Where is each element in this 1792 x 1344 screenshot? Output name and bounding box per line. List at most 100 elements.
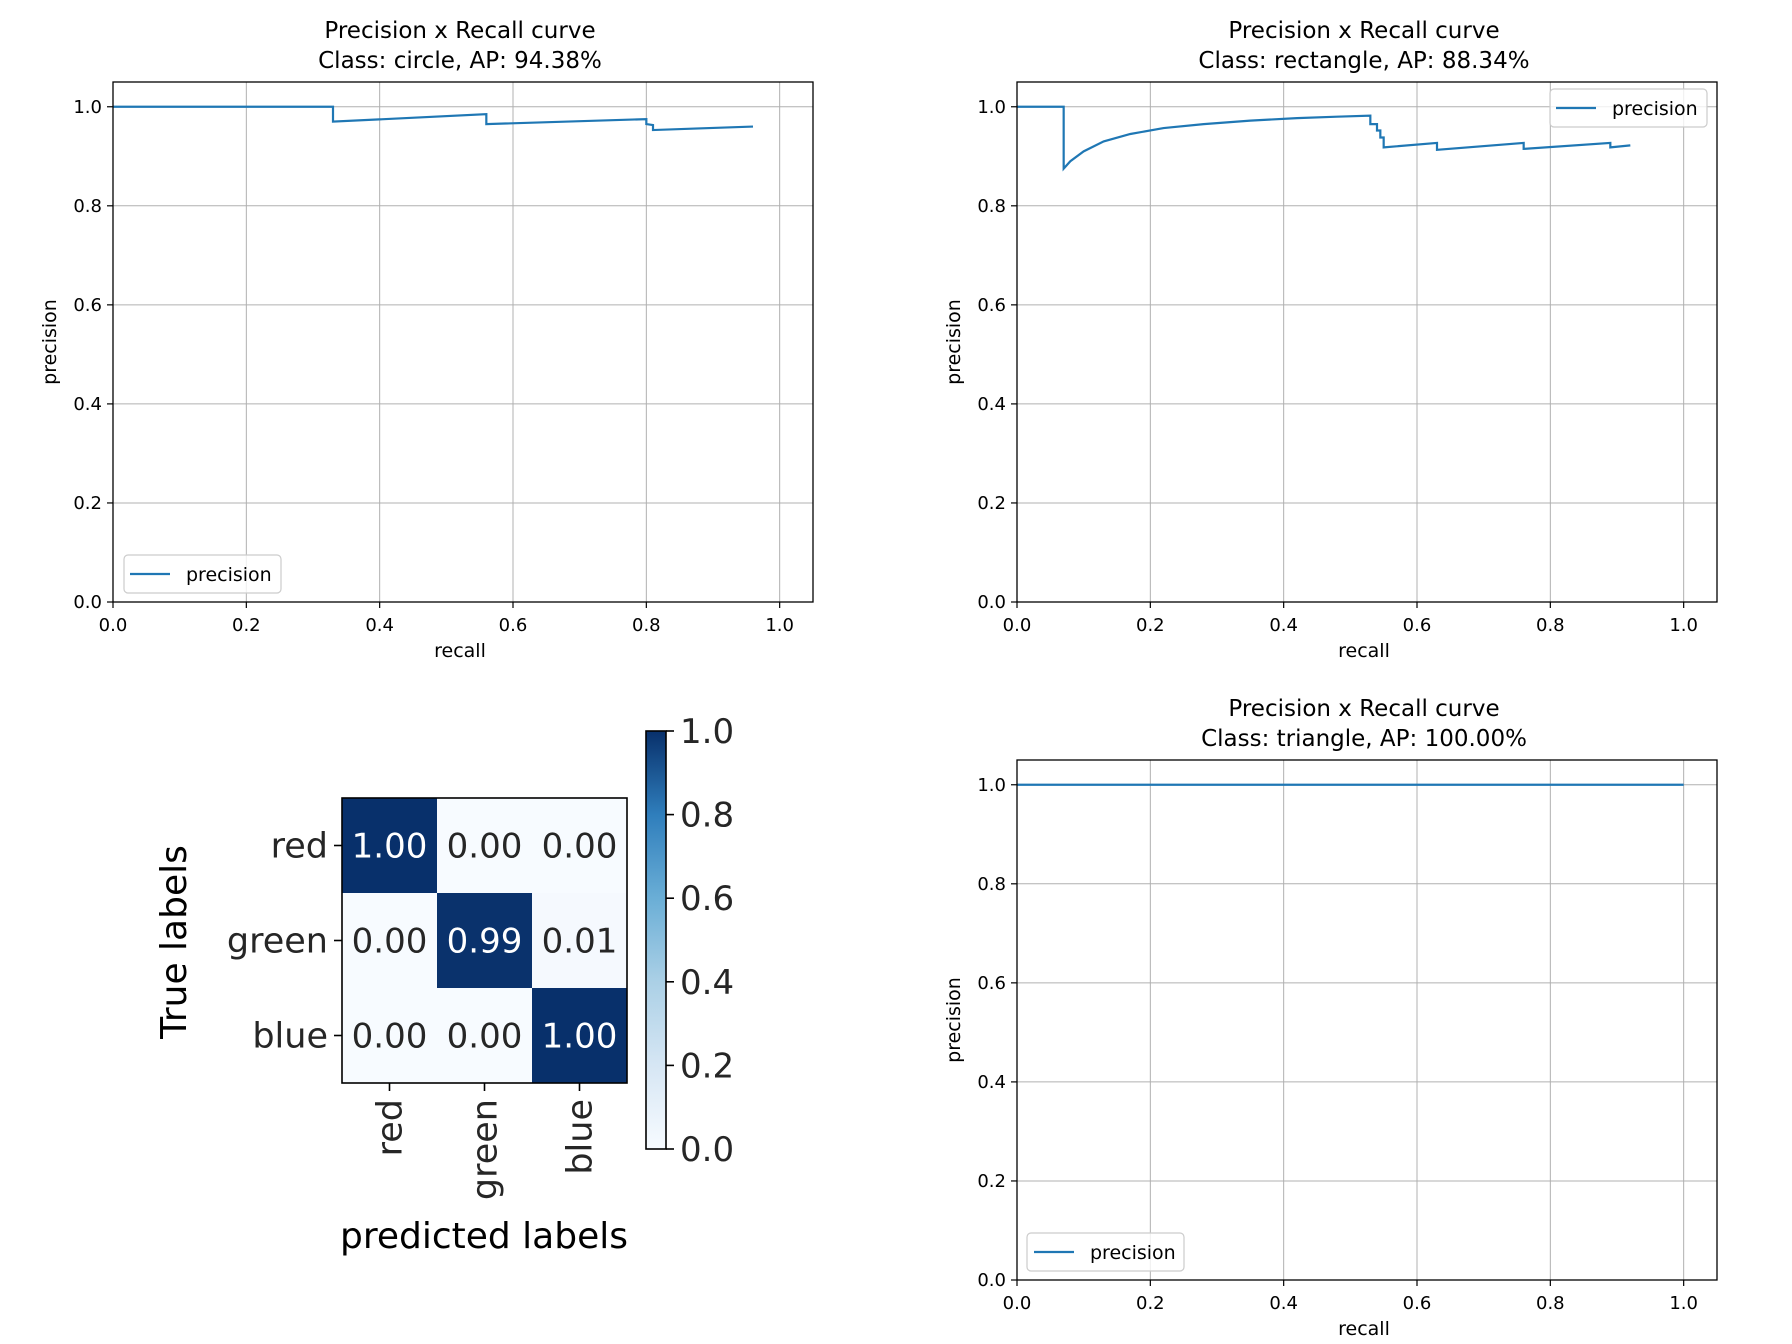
matrix-cell-label: 0.00 <box>352 922 428 962</box>
colorbar: 0.0 0.2 0.4 0.6 0.8 1.0 <box>645 712 734 1170</box>
legend-box <box>123 554 282 594</box>
x-tick-label: 0.8 <box>1536 615 1565 636</box>
grid <box>1016 760 1717 1281</box>
chart-title: Precision x Recall curve <box>324 18 595 44</box>
series-line-precision <box>113 105 754 132</box>
colorbar-tick-label: 0.0 <box>680 1130 734 1170</box>
colorbar-tick-label: 0.8 <box>680 796 734 836</box>
y-tick-label: 0.6 <box>73 295 102 316</box>
x-ticks: 0.0 0.2 0.4 0.6 0.8 1.0 <box>1003 602 1698 636</box>
matrix-cell-label: 0.99 <box>447 922 523 962</box>
x-tick-label: 1.0 <box>1669 615 1698 636</box>
matrix-y-tick-label: green <box>227 922 328 962</box>
colorbar-tick-label: 0.6 <box>680 879 734 919</box>
x-axis-label: recall <box>1338 1318 1390 1340</box>
y-tick-label: 0.8 <box>73 196 102 217</box>
matrix-cell-label: 0.00 <box>542 827 618 867</box>
x-axis-label: recall <box>1338 640 1390 662</box>
matrix-cell-label: 0.00 <box>447 827 523 867</box>
colorbar-tick-label: 0.2 <box>680 1046 734 1086</box>
y-ticks: 0.0 0.2 0.4 0.6 0.8 1.0 <box>977 97 1017 613</box>
axes-frame <box>1016 759 1718 1281</box>
legend-label: precision <box>1090 1242 1176 1264</box>
y-tick-label: 0.4 <box>977 1072 1006 1093</box>
chart-subtitle: Class: triangle, AP: 100.00% <box>1201 726 1527 752</box>
x-tick-label: 0.4 <box>365 615 394 636</box>
chart-title: Precision x Recall curve <box>1228 696 1499 722</box>
legend: precision <box>1549 88 1708 128</box>
y-tick-label: 0.8 <box>977 196 1006 217</box>
x-tick-label: 0.2 <box>1136 615 1165 636</box>
y-tick-label: 0.8 <box>977 874 1006 895</box>
confusion-matrix: 1.00 0.00 0.00 0.00 0.99 0.01 0.00 0.00 1.00 red… <box>154 712 734 1257</box>
matrix-cell <box>437 988 532 1083</box>
x-tick-label: 0.2 <box>1136 1293 1165 1314</box>
x-tick-label: 0.8 <box>1536 1293 1565 1314</box>
matrix-cells: 1.00 0.00 0.00 0.00 0.99 0.01 0.00 0.00 1.00 <box>342 798 627 1083</box>
x-axis-label: recall <box>434 640 486 662</box>
matrix-x-ticks: red green blue <box>371 1083 601 1200</box>
legend: precision <box>123 554 282 594</box>
chart-rectangle: Precision x Recall curve Class: rectangl… <box>943 18 1718 662</box>
matrix-cell-label: 0.01 <box>542 922 618 962</box>
colorbar-tick-label: 1.0 <box>680 712 734 752</box>
matrix-cell <box>532 893 627 988</box>
y-tick-label: 1.0 <box>977 775 1006 796</box>
y-axis-label: precision <box>39 299 61 385</box>
x-tick-label: 0.0 <box>99 615 128 636</box>
chart-title: Precision x Recall curve <box>1228 18 1499 44</box>
x-tick-label: 0.8 <box>632 615 661 636</box>
legend-box <box>1549 88 1708 128</box>
matrix-cell-label: 0.00 <box>352 1017 428 1057</box>
matrix-cell-label: 1.00 <box>352 827 428 867</box>
y-axis-label: precision <box>943 977 965 1063</box>
colorbar-gradient <box>645 730 667 1150</box>
x-tick-label: 1.0 <box>1669 1293 1698 1314</box>
matrix-cell <box>342 798 437 893</box>
chart-circle: Precision x Recall curve Class: circle, … <box>39 18 814 662</box>
x-tick-label: 0.2 <box>232 615 261 636</box>
matrix-cell <box>437 798 532 893</box>
matrix-cell <box>342 893 437 988</box>
y-tick-label: 0.4 <box>977 394 1006 415</box>
colorbar-tick-label: 0.4 <box>680 963 734 1003</box>
matrix-cell <box>532 988 627 1083</box>
chart-subtitle: Class: circle, AP: 94.38% <box>318 48 602 74</box>
x-tick-label: 0.4 <box>1269 1293 1298 1314</box>
x-tick-label: 0.0 <box>1003 1293 1032 1314</box>
x-tick-label: 0.0 <box>1003 615 1032 636</box>
x-tick-label: 1.0 <box>765 615 794 636</box>
matrix-y-tick-label: blue <box>252 1017 328 1057</box>
x-tick-label: 0.4 <box>1269 615 1298 636</box>
x-tick-label: 0.6 <box>1403 1293 1432 1314</box>
y-tick-label: 0.0 <box>73 592 102 613</box>
y-ticks: 0.0 0.2 0.4 0.6 0.8 1.0 <box>977 775 1017 1291</box>
chart-triangle: Precision x Recall curve Class: triangle… <box>943 696 1718 1340</box>
x-ticks: 0.0 0.2 0.4 0.6 0.8 1.0 <box>1003 1280 1698 1314</box>
x-ticks: 0.0 0.2 0.4 0.6 0.8 1.0 <box>99 602 794 636</box>
legend-box <box>1026 1232 1185 1272</box>
y-tick-label: 0.0 <box>977 1270 1006 1291</box>
y-ticks: 0.0 0.2 0.4 0.6 0.8 1.0 <box>73 97 113 613</box>
matrix-cell <box>532 798 627 893</box>
matrix-cell <box>437 893 532 988</box>
y-tick-label: 0.6 <box>977 973 1006 994</box>
colorbar-ticks: 0.0 0.2 0.4 0.6 0.8 1.0 <box>666 712 734 1170</box>
y-tick-label: 0.2 <box>977 493 1006 514</box>
matrix-x-tick-label: red <box>371 1099 411 1156</box>
grid <box>112 82 813 603</box>
matrix-y-ticks: red green blue <box>227 827 342 1057</box>
matrix-cell <box>342 988 437 1083</box>
legend-label: precision <box>186 564 272 586</box>
grid <box>1016 82 1717 603</box>
legend: precision <box>1026 1232 1185 1272</box>
matrix-x-tick-label: blue <box>561 1099 601 1175</box>
axes-frame <box>112 81 814 603</box>
y-tick-label: 1.0 <box>73 97 102 118</box>
y-tick-label: 0.4 <box>73 394 102 415</box>
matrix-x-tick-label: green <box>466 1099 506 1200</box>
x-tick-label: 0.6 <box>1403 615 1432 636</box>
matrix-cell-label: 1.00 <box>542 1017 618 1057</box>
matrix-cell-label: 0.00 <box>447 1017 523 1057</box>
